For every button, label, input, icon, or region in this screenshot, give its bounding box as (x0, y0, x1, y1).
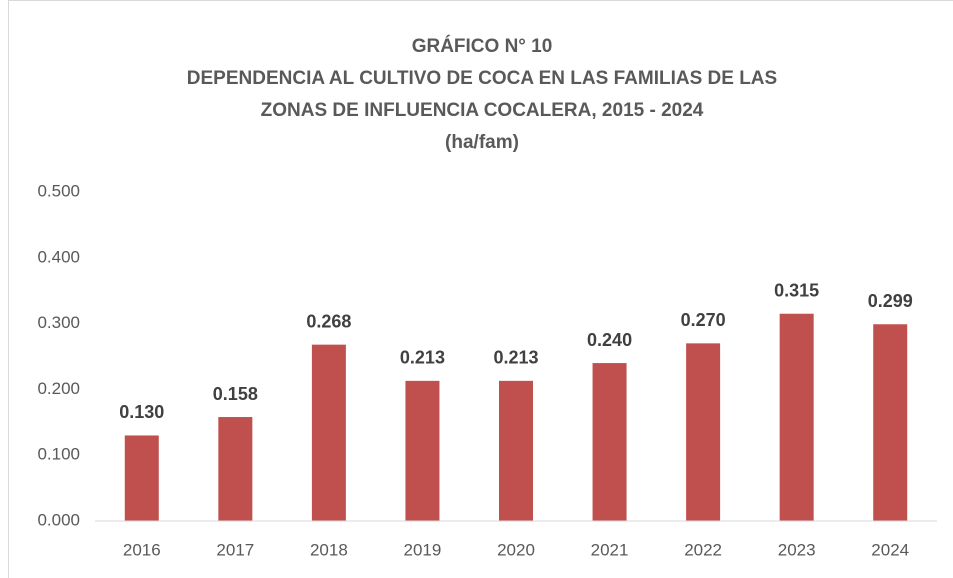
bar (311, 344, 346, 521)
x-tick-label: 2016 (123, 540, 161, 559)
y-tick-label: 0.300 (37, 313, 80, 332)
chart-title: GRÁFICO N° 10 (412, 35, 553, 57)
bar (124, 435, 159, 521)
chart-title: (ha/fam) (445, 132, 519, 153)
data-label: 0.270 (681, 310, 726, 330)
x-tick-label: 2024 (871, 540, 909, 559)
bar (686, 343, 721, 521)
data-label: 0.315 (774, 280, 819, 300)
bar (592, 363, 627, 521)
bar (405, 380, 440, 521)
x-tick-label: 2022 (684, 540, 722, 559)
y-tick-label: 0.100 (37, 445, 80, 464)
x-tick-label: 2018 (310, 540, 348, 559)
data-label: 0.213 (400, 348, 445, 368)
y-tick-label: 0.000 (37, 510, 80, 529)
bar (779, 313, 814, 521)
chart-border (8, 0, 953, 578)
data-label: 0.299 (868, 291, 913, 311)
chart-title: ZONAS DE INFLUENCIA COCALERA, 2015 - 202… (261, 100, 704, 121)
data-label: 0.268 (306, 311, 351, 331)
bar (873, 324, 908, 521)
data-label: 0.240 (587, 330, 632, 350)
data-label: 0.213 (493, 348, 538, 368)
chart-title: DEPENDENCIA AL CULTIVO DE COCA EN LAS FA… (187, 68, 777, 89)
x-tick-label: 2019 (404, 540, 442, 559)
data-label: 0.158 (213, 384, 258, 404)
x-tick-label: 2020 (497, 540, 535, 559)
y-tick-label: 0.500 (37, 181, 80, 200)
y-tick-label: 0.400 (37, 247, 80, 266)
bar (218, 417, 253, 521)
x-tick-label: 2021 (591, 540, 629, 559)
x-tick-label: 2017 (216, 540, 254, 559)
x-tick-label: 2023 (778, 540, 816, 559)
y-tick-label: 0.200 (37, 379, 80, 398)
data-label: 0.130 (119, 402, 164, 422)
bar (499, 380, 533, 521)
